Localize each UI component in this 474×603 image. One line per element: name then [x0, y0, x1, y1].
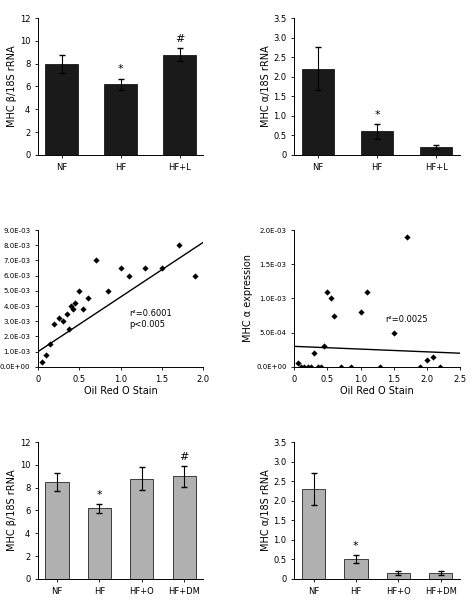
Point	[429, 352, 437, 361]
Point	[92, 256, 100, 265]
Y-axis label: MHC β/18S rRNA: MHC β/18S rRNA	[7, 46, 17, 127]
Text: *: *	[118, 65, 123, 74]
Point	[317, 362, 325, 371]
Bar	[302, 489, 325, 579]
Point	[158, 264, 166, 273]
Point	[117, 264, 125, 273]
Point	[304, 362, 311, 371]
Y-axis label: MHC α expression: MHC α expression	[244, 254, 254, 343]
Point	[330, 311, 338, 320]
Bar	[164, 54, 196, 155]
Bar	[130, 479, 154, 579]
Bar	[387, 573, 410, 579]
Y-axis label: MHC β/18S rRNA: MHC β/18S rRNA	[7, 470, 17, 551]
Point	[42, 350, 50, 359]
Text: *: *	[374, 110, 380, 119]
Point	[84, 294, 91, 303]
Point	[423, 355, 430, 365]
Y-axis label: MHC α/18S rRNA: MHC α/18S rRNA	[261, 470, 271, 551]
Text: #: #	[180, 452, 189, 462]
Text: *: *	[353, 541, 359, 551]
Point	[310, 349, 318, 358]
Bar	[46, 482, 69, 579]
Point	[364, 287, 371, 297]
Point	[403, 232, 410, 242]
Point	[347, 362, 355, 371]
X-axis label: Oil Red O Stain: Oil Red O Stain	[340, 387, 414, 396]
Point	[38, 358, 46, 367]
Point	[72, 298, 79, 308]
Point	[327, 294, 335, 303]
Text: r²=0.6001
p<0.005: r²=0.6001 p<0.005	[129, 309, 172, 329]
Point	[301, 362, 308, 371]
Point	[320, 341, 328, 351]
Point	[357, 308, 365, 317]
Bar	[88, 508, 111, 579]
Point	[104, 286, 112, 295]
Point	[67, 302, 75, 311]
Y-axis label: MHC α/18S rRNA: MHC α/18S rRNA	[261, 46, 271, 127]
Bar	[173, 476, 196, 579]
Point	[191, 271, 199, 280]
Text: #: #	[175, 34, 184, 43]
Point	[307, 362, 315, 371]
X-axis label: Oil Red O Stain: Oil Red O Stain	[84, 387, 157, 396]
Point	[436, 362, 444, 371]
Point	[59, 317, 66, 326]
Point	[65, 324, 73, 333]
Point	[51, 320, 58, 329]
Point	[69, 305, 76, 314]
Bar	[104, 84, 137, 155]
Point	[142, 264, 149, 273]
Point	[63, 309, 71, 318]
Point	[125, 271, 133, 280]
Point	[416, 362, 424, 371]
Text: r²=0.0025: r²=0.0025	[385, 315, 428, 323]
Point	[337, 362, 345, 371]
Point	[294, 359, 301, 368]
Point	[55, 314, 63, 323]
Point	[390, 328, 397, 338]
Bar	[46, 64, 78, 155]
Bar	[302, 69, 334, 155]
Bar	[361, 131, 393, 155]
Bar	[429, 573, 452, 579]
Point	[297, 362, 305, 371]
Point	[314, 362, 321, 371]
Bar	[420, 147, 452, 155]
Point	[46, 339, 54, 349]
Point	[324, 287, 331, 297]
Point	[175, 241, 182, 250]
Point	[376, 362, 384, 371]
Text: *: *	[97, 490, 102, 499]
Point	[75, 286, 83, 295]
Bar	[344, 560, 367, 579]
Point	[80, 305, 87, 314]
